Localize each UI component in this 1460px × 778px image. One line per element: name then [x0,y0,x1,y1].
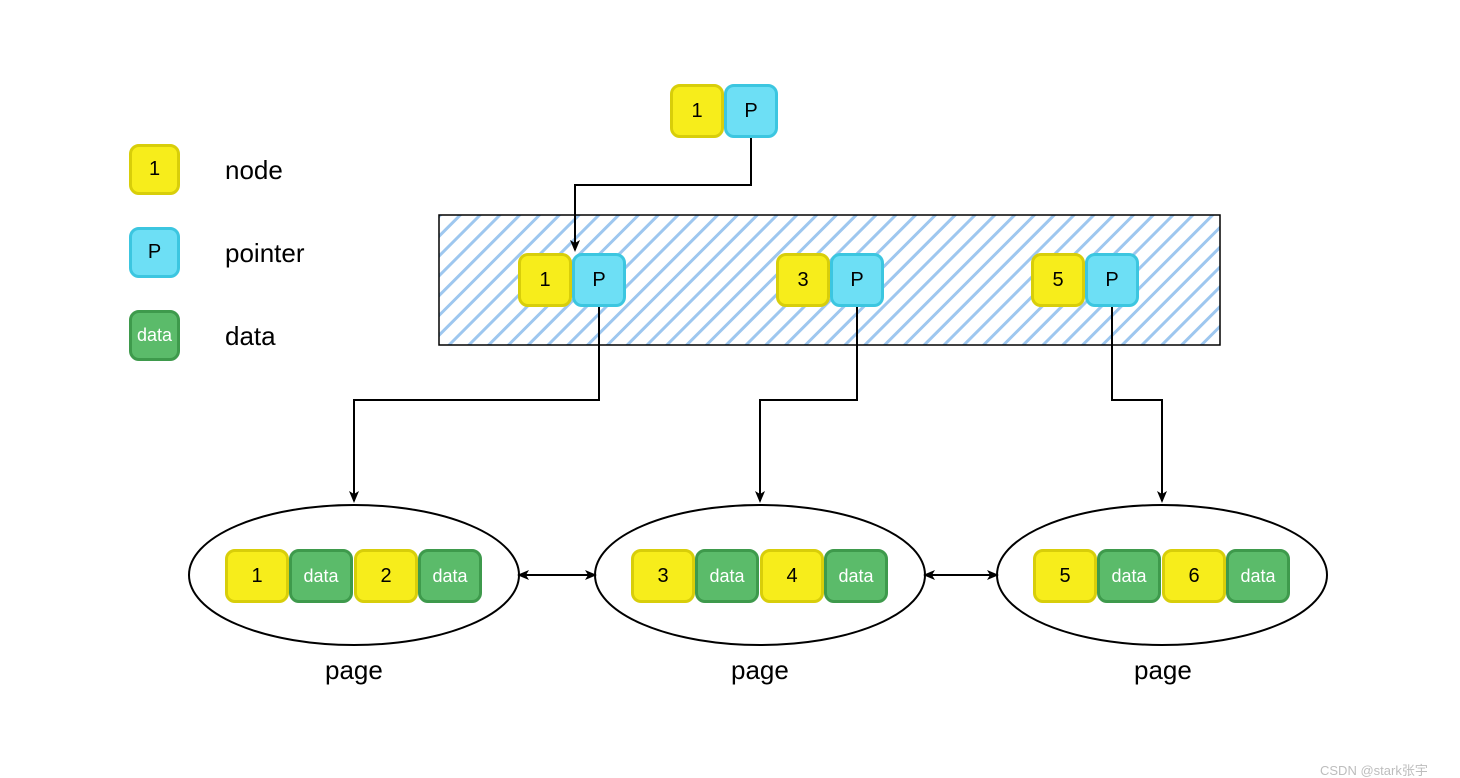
legend-pointer-label: pointer [225,238,305,269]
page-2-cell-0: 5 [1033,549,1097,603]
page-2-cell-1: data [1097,549,1161,603]
page-1-cell-1: data [695,549,759,603]
legend-node-cell: 1 [129,144,180,195]
page-0-cell-2: 2 [354,549,418,603]
legend-data-cell: data [129,310,180,361]
level1-node-1: 3 [776,253,830,307]
page-1-cell-3: data [824,549,888,603]
level1-pointer-1: P [830,253,884,307]
legend-pointer-cell: P [129,227,180,278]
page-2-label: page [1134,655,1192,686]
legend-node-label: node [225,155,283,186]
level1-pointer-2: P [1085,253,1139,307]
root-node-cell: 1 [670,84,724,138]
root-pointer-cell: P [724,84,778,138]
page-1-label: page [731,655,789,686]
page-1-cell-0: 3 [631,549,695,603]
page-2-cell-3: data [1226,549,1290,603]
level1-node-2: 5 [1031,253,1085,307]
page-0-label: page [325,655,383,686]
page-1-cell-2: 4 [760,549,824,603]
legend-data-label: data [225,321,276,352]
page-0-cell-1: data [289,549,353,603]
page-2-cell-2: 6 [1162,549,1226,603]
page-0-cell-3: data [418,549,482,603]
page-0-cell-0: 1 [225,549,289,603]
level1-node-0: 1 [518,253,572,307]
level1-pointer-0: P [572,253,626,307]
watermark: CSDN @stark张宇 [1320,760,1428,778]
